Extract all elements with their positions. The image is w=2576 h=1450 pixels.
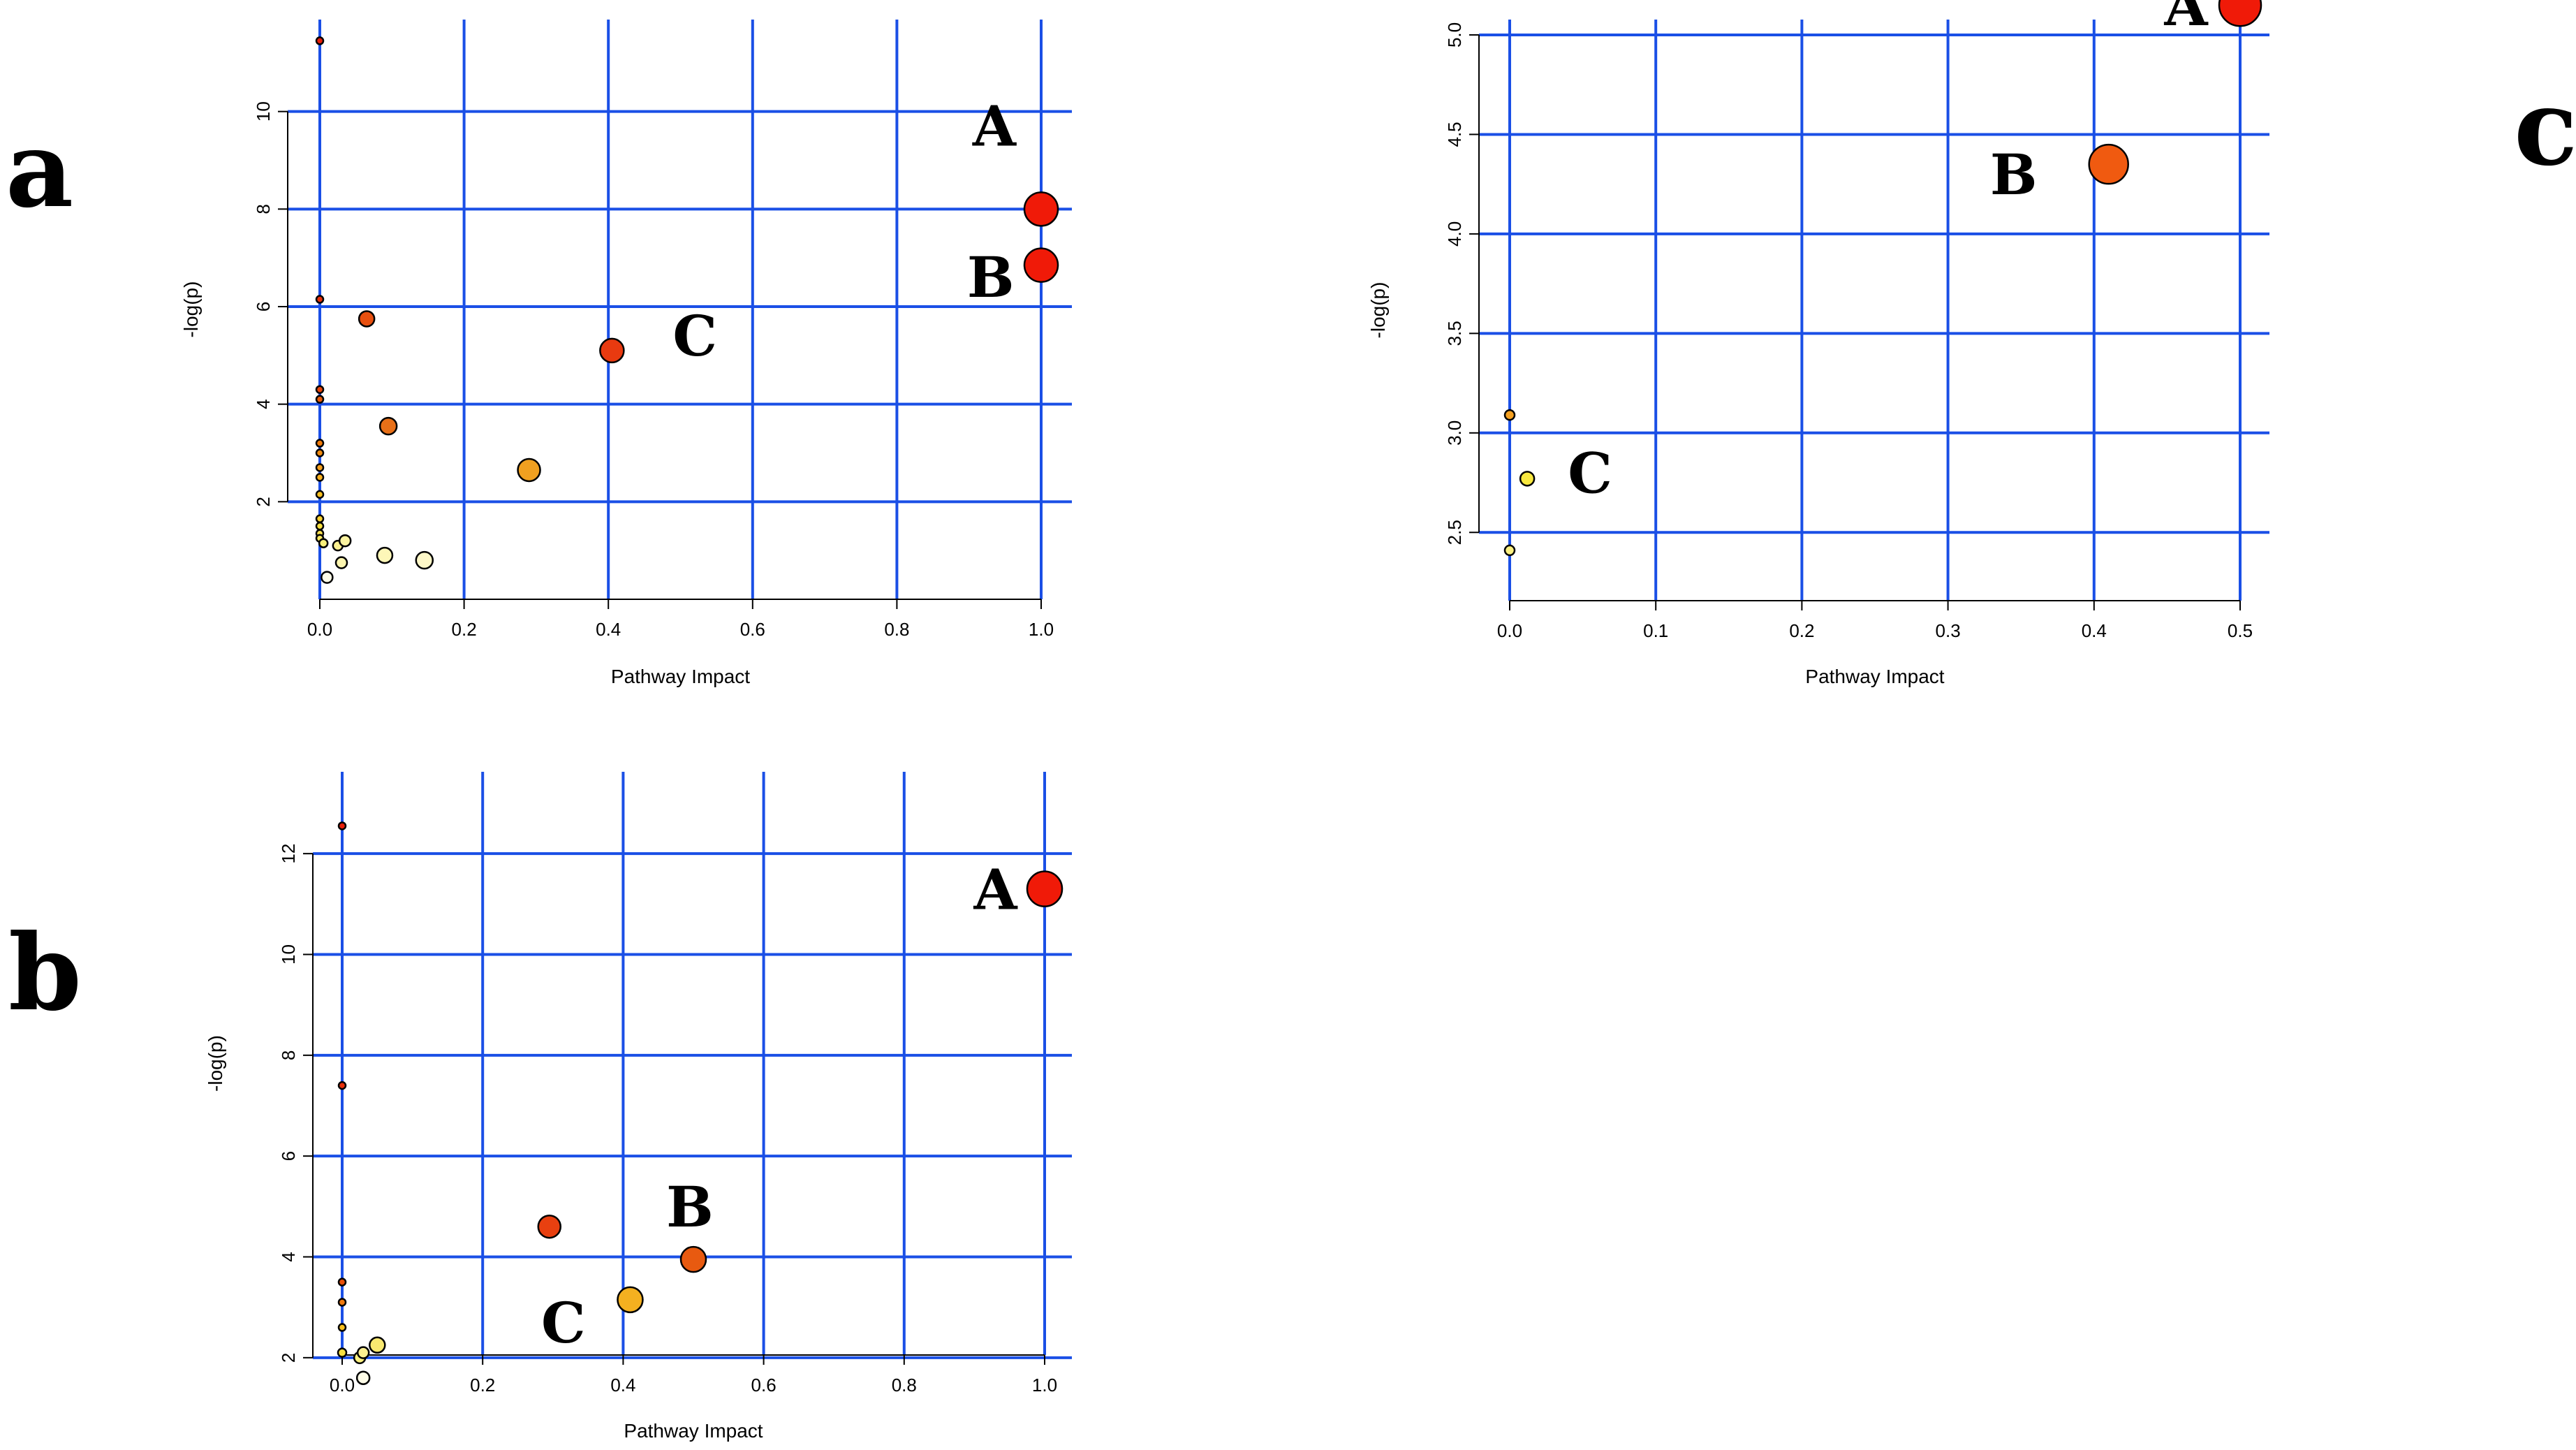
data-point: [1023, 247, 1059, 283]
panel-label-a: a: [6, 108, 73, 231]
chart-panel-c: 0.0 0.1 0.2 0.3 0.4 0.5 2.5 3.0 3.5 4.0 4.5 5.0 Path…: [1367, 0, 2269, 687]
data-point: [315, 473, 325, 482]
data-point: [315, 490, 325, 499]
y-tick-label: 2: [253, 497, 274, 506]
data-point: [376, 546, 394, 564]
x-tick-label: 1.0: [1029, 619, 1054, 640]
chart-panel-b: 0.0 0.2 0.4 0.6 0.8 1.0 2 4 6 8 10 12 Pathway Impact…: [205, 772, 1072, 1442]
y-tick-label: 5.0: [1444, 22, 1465, 47]
data-point: [1023, 191, 1059, 227]
data-point: [315, 395, 325, 404]
data-point: [415, 550, 434, 570]
y-tick-label: 4.0: [1444, 221, 1465, 247]
point-annotation: B: [1990, 142, 2038, 207]
x-axis-title: Pathway Impact: [1805, 666, 1944, 687]
y-tick-label: 2.5: [1444, 520, 1465, 545]
data-point: [318, 538, 329, 548]
data-point: [358, 310, 376, 328]
data-point: [2088, 143, 2129, 185]
data-point: [1519, 471, 1536, 487]
y-tick-label: 4.5: [1444, 122, 1465, 147]
point-annotation: C: [672, 303, 717, 369]
x-tick-label: 0.2: [452, 619, 477, 640]
point-annotation: A: [972, 94, 1017, 159]
data-point: [599, 337, 625, 364]
x-axis-title: Pathway Impact: [611, 666, 750, 687]
y-tick-label: 6: [278, 1151, 299, 1161]
y-tick-label: 10: [253, 101, 274, 122]
point-annotation: C: [541, 1290, 586, 1356]
x-tick-label: 0.0: [1497, 620, 1522, 641]
y-tick-label: 3.5: [1444, 321, 1465, 346]
data-point: [369, 1336, 386, 1354]
data-point: [315, 514, 325, 524]
data-point: [315, 385, 325, 394]
x-tick-label: 0.4: [596, 619, 621, 640]
x-tick-label: 0.3: [1936, 620, 1961, 641]
y-tick-label: 12: [278, 844, 299, 864]
point-annotation: B: [967, 244, 1015, 310]
panel-label-c: c: [2514, 66, 2576, 189]
panel-label-b: b: [8, 911, 82, 1034]
data-point: [321, 571, 334, 584]
data-point: [355, 1370, 371, 1385]
data-point: [2218, 0, 2262, 27]
x-tick-label: 0.8: [884, 619, 909, 640]
y-tick-label: 8: [253, 204, 274, 214]
point-annotation: A: [973, 857, 1018, 923]
x-tick-label: 0.5: [2228, 620, 2253, 641]
y-axis-title: -log(p): [1367, 282, 1389, 339]
data-point: [315, 36, 325, 45]
data-point: [337, 1298, 347, 1307]
x-axis-title: Pathway Impact: [624, 1420, 763, 1442]
x-tick-label: 0.2: [1789, 620, 1814, 641]
data-point: [338, 534, 352, 548]
data-point: [315, 463, 325, 472]
y-tick-label: 6: [253, 302, 274, 312]
x-tick-label: 0.0: [330, 1375, 355, 1396]
point-annotation: B: [666, 1174, 714, 1240]
data-point: [337, 1081, 347, 1090]
data-point: [1026, 870, 1063, 907]
y-axis-title: -log(p): [180, 281, 202, 338]
y-tick-label: 4: [253, 399, 274, 409]
data-point: [617, 1286, 644, 1314]
x-tick-label: 0.6: [740, 619, 765, 640]
y-tick-label: 8: [278, 1050, 299, 1060]
x-tick-label: 0.4: [610, 1375, 635, 1396]
y-tick-label: 2: [278, 1353, 299, 1363]
data-point: [537, 1214, 562, 1239]
x-tick-label: 0.2: [470, 1375, 495, 1396]
data-point: [315, 439, 325, 448]
y-tick-label: 10: [278, 944, 299, 965]
data-point: [337, 1323, 347, 1332]
data-point: [315, 295, 325, 304]
data-point: [679, 1245, 707, 1273]
data-point: [334, 556, 348, 569]
chart-panel-a: 0.0 0.2 0.4 0.6 0.8 1.0 2 4 6 8 10 Pathway Impact -l…: [180, 20, 1072, 687]
data-point: [315, 448, 325, 457]
point-annotation: C: [1568, 440, 1612, 506]
data-point: [356, 1346, 370, 1359]
data-point: [337, 821, 347, 830]
y-axis-title: -log(p): [205, 1035, 226, 1092]
x-tick-label: 0.6: [751, 1375, 777, 1396]
data-point: [517, 457, 541, 483]
data-point: [337, 1347, 348, 1358]
x-tick-label: 0.1: [1643, 620, 1668, 641]
data-point: [337, 1277, 347, 1287]
data-point: [1503, 544, 1516, 557]
x-tick-label: 0.8: [892, 1375, 917, 1396]
y-tick-label: 3.0: [1444, 420, 1465, 446]
data-point: [315, 522, 325, 531]
data-point: [1503, 409, 1516, 421]
x-tick-label: 0.4: [2082, 620, 2107, 641]
data-point: [378, 416, 398, 436]
x-tick-label: 0.0: [307, 619, 332, 640]
x-tick-label: 1.0: [1032, 1375, 1057, 1396]
point-annotation: A: [2164, 0, 2209, 38]
y-tick-label: 4: [278, 1252, 299, 1261]
